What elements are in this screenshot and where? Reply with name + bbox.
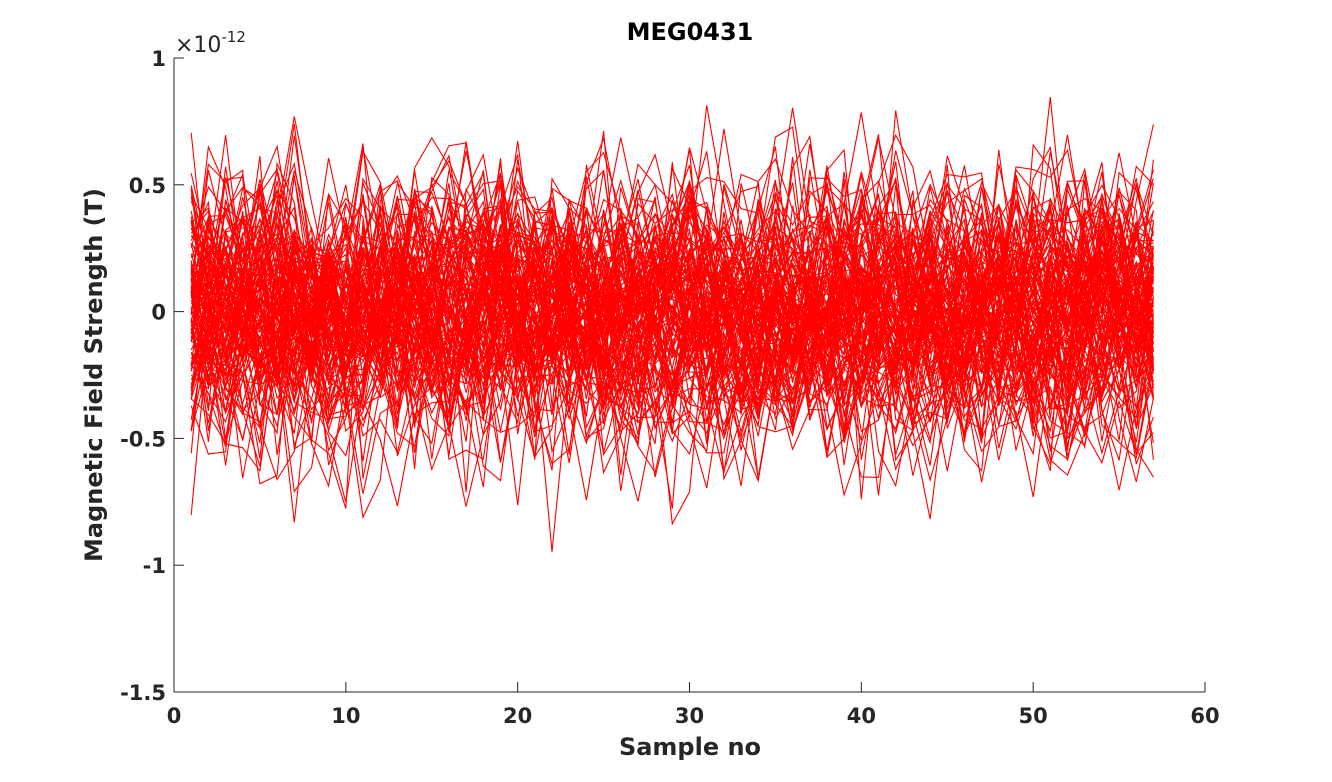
trial-line bbox=[190, 144, 1154, 430]
y-exponent-power: -12 bbox=[221, 28, 246, 46]
trial-line bbox=[190, 131, 1154, 494]
trial-line bbox=[190, 201, 1154, 427]
trial-line bbox=[190, 133, 1154, 509]
trial-line bbox=[190, 181, 1154, 423]
y-tick-label: -0.5 bbox=[120, 427, 166, 451]
trial-line bbox=[190, 216, 1154, 488]
trial-line bbox=[190, 231, 1154, 451]
trial-line bbox=[190, 155, 1154, 437]
y-axis-label: Magnetic Field Strength (T) bbox=[80, 188, 108, 562]
y-tick-label: 0.5 bbox=[129, 174, 166, 198]
x-tick-label: 10 bbox=[331, 704, 360, 728]
x-tick-label: 0 bbox=[167, 704, 182, 728]
trial-line bbox=[190, 96, 1154, 476]
trial-line bbox=[190, 141, 1154, 465]
y-ticks: -1.5 -1 -0.5 0 0.5 1 bbox=[120, 47, 184, 705]
trial-line bbox=[190, 134, 1154, 443]
trial-line bbox=[190, 148, 1154, 433]
trial-line bbox=[190, 157, 1154, 461]
trial-line bbox=[190, 151, 1154, 466]
y-tick-label: -1.5 bbox=[120, 681, 166, 705]
x-tick-label: 30 bbox=[675, 704, 704, 728]
y-tick-label: 0 bbox=[151, 301, 166, 325]
trial-line bbox=[191, 166, 1154, 452]
x-tick-label: 60 bbox=[1190, 704, 1219, 728]
x-tick-label: 50 bbox=[1019, 704, 1048, 728]
trial-line bbox=[190, 134, 1154, 430]
series-layer bbox=[190, 96, 1154, 552]
y-exponent-prefix: ×10 bbox=[175, 33, 221, 58]
x-ticks: 0 10 20 30 40 50 60 bbox=[167, 682, 1220, 728]
x-axis-label: Sample no bbox=[619, 733, 761, 761]
y-tick-label: 1 bbox=[151, 47, 166, 71]
trial-line bbox=[190, 187, 1154, 444]
x-tick-label: 20 bbox=[503, 704, 532, 728]
trial-line bbox=[190, 227, 1154, 498]
y-tick-label: -1 bbox=[143, 554, 166, 578]
trial-line bbox=[190, 124, 1154, 475]
chart-title: MEG0431 bbox=[627, 18, 754, 46]
trial-line bbox=[190, 197, 1154, 430]
trial-line bbox=[190, 221, 1154, 478]
y-exponent-label: ×10-12 bbox=[175, 28, 246, 58]
x-tick-label: 40 bbox=[847, 704, 876, 728]
